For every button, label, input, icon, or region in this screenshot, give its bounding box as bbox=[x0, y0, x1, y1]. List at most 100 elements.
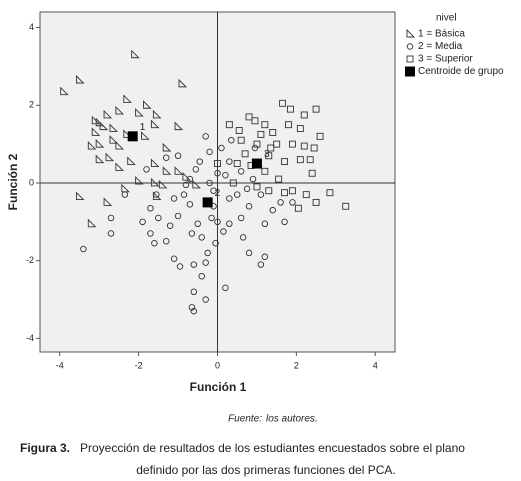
point bbox=[158, 179, 168, 189]
point bbox=[222, 284, 229, 292]
point bbox=[155, 214, 162, 222]
legend-label: 2 = Media bbox=[418, 41, 463, 52]
point bbox=[239, 234, 247, 241]
point bbox=[109, 135, 119, 144]
point bbox=[251, 117, 259, 125]
point bbox=[123, 94, 132, 103]
point bbox=[107, 214, 115, 222]
source: los autores. bbox=[266, 414, 318, 425]
point bbox=[288, 187, 296, 195]
point bbox=[261, 167, 269, 175]
point bbox=[257, 191, 265, 198]
legend-marker bbox=[406, 43, 414, 50]
point bbox=[249, 175, 257, 183]
x-tick-label: 0 bbox=[215, 360, 220, 370]
x-tick-label: 4 bbox=[373, 360, 378, 370]
point bbox=[166, 222, 174, 229]
point bbox=[186, 175, 194, 183]
point bbox=[182, 172, 192, 181]
point bbox=[152, 191, 162, 201]
point bbox=[192, 179, 201, 189]
point bbox=[296, 125, 304, 133]
point bbox=[176, 263, 184, 270]
y-axis-title: Función 2 bbox=[6, 153, 20, 210]
point bbox=[135, 175, 144, 185]
point bbox=[302, 191, 310, 199]
point bbox=[143, 166, 150, 173]
point bbox=[281, 218, 288, 226]
point bbox=[326, 189, 334, 197]
point bbox=[131, 49, 140, 59]
point bbox=[267, 144, 275, 152]
point bbox=[91, 115, 101, 125]
point bbox=[214, 170, 221, 177]
point bbox=[245, 249, 253, 257]
point bbox=[115, 140, 124, 150]
point bbox=[190, 307, 198, 315]
point bbox=[150, 158, 160, 167]
point bbox=[162, 154, 170, 161]
point bbox=[237, 168, 245, 175]
point bbox=[153, 191, 160, 198]
point bbox=[261, 220, 269, 228]
point bbox=[103, 109, 113, 119]
point bbox=[300, 111, 308, 119]
point bbox=[109, 123, 119, 133]
point bbox=[269, 129, 277, 136]
point bbox=[107, 230, 115, 237]
point bbox=[229, 179, 237, 187]
point bbox=[95, 139, 105, 148]
point bbox=[103, 197, 113, 206]
point bbox=[99, 121, 109, 131]
y-tick-label: -2 bbox=[26, 255, 34, 265]
point bbox=[212, 239, 219, 247]
point bbox=[190, 288, 198, 296]
point bbox=[233, 160, 241, 167]
point bbox=[75, 74, 85, 84]
point bbox=[105, 152, 115, 162]
point bbox=[300, 142, 308, 150]
point bbox=[226, 195, 233, 202]
point bbox=[210, 187, 217, 194]
legend-marker bbox=[406, 28, 416, 38]
point bbox=[225, 121, 233, 129]
point bbox=[245, 203, 253, 210]
point bbox=[265, 152, 273, 160]
source-label: Fuente: bbox=[228, 414, 262, 425]
point bbox=[147, 230, 154, 237]
point bbox=[306, 156, 314, 164]
point bbox=[218, 144, 225, 152]
legend-label: Centroide de grupo bbox=[418, 66, 504, 77]
point bbox=[251, 144, 259, 152]
point bbox=[135, 107, 144, 117]
caption-line: Proyección de resultados de los estudian… bbox=[80, 441, 465, 455]
point bbox=[275, 175, 283, 183]
legend-label: 1 = Básica bbox=[418, 29, 465, 40]
point bbox=[226, 158, 233, 165]
point bbox=[139, 218, 146, 226]
x-tick-label: -4 bbox=[56, 360, 64, 370]
point bbox=[198, 234, 205, 241]
point bbox=[190, 261, 198, 268]
point bbox=[220, 228, 227, 235]
point bbox=[228, 136, 235, 144]
y-tick-label: 4 bbox=[29, 22, 34, 32]
point bbox=[310, 144, 318, 152]
x-tick-label: 2 bbox=[294, 360, 299, 370]
point bbox=[174, 121, 184, 131]
point bbox=[178, 78, 188, 88]
point bbox=[206, 179, 213, 187]
centroid-label: 3 bbox=[264, 149, 270, 160]
point bbox=[127, 156, 136, 166]
point bbox=[243, 185, 251, 193]
point bbox=[269, 206, 276, 214]
point bbox=[75, 191, 85, 201]
point bbox=[245, 113, 253, 121]
point bbox=[214, 218, 221, 226]
point bbox=[192, 166, 200, 173]
point bbox=[174, 212, 182, 220]
x-tick-label: -2 bbox=[135, 360, 143, 370]
figure-label: Figura 3. bbox=[20, 441, 70, 455]
point bbox=[202, 259, 209, 266]
